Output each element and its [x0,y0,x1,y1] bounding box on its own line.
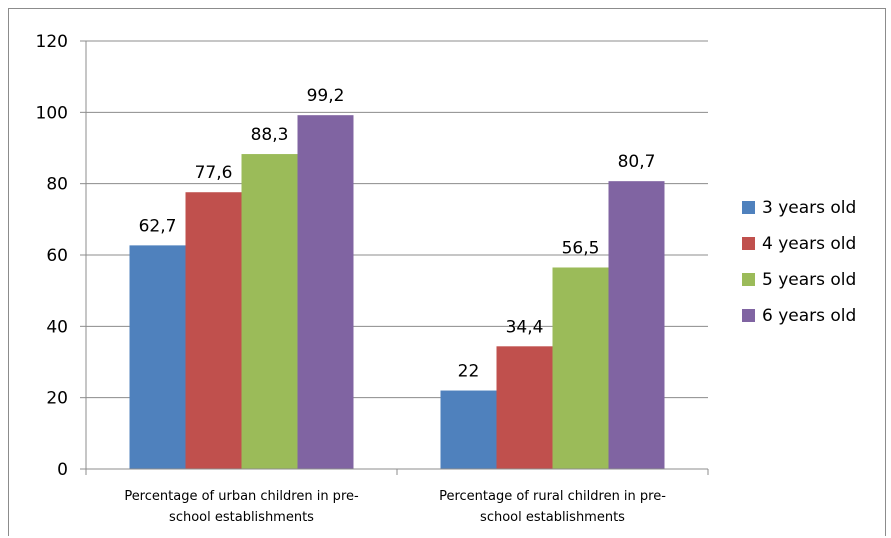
y-tick-label: 80 [46,175,68,195]
legend-label: 4 years old [762,234,856,254]
y-tick-label: 40 [46,317,68,337]
legend-label: 6 years old [762,306,856,326]
data-label: 62,7 [139,216,177,236]
legend-label: 5 years old [762,270,856,290]
legend: 3 years old 4 years old 5 years old 6 years… [742,198,856,326]
x-category-label: Percentage of urban children in pre- [124,489,359,504]
bar [496,346,553,469]
legend-swatch [742,273,755,286]
bar [185,192,242,469]
data-label: 34,4 [506,317,544,337]
bar [608,181,665,470]
x-category-label: school establishments [480,510,625,525]
y-tick-label: 60 [46,246,68,266]
legend-swatch [742,237,755,250]
data-label: 77,6 [195,163,233,183]
bar [129,245,186,469]
data-label: 99,2 [307,86,345,106]
legend-swatch [742,309,755,322]
data-label: 88,3 [251,125,289,145]
legend-swatch [742,201,755,214]
y-tick-label: 20 [46,389,68,409]
y-tick-label: 0 [57,460,68,480]
data-label: 56,5 [562,238,600,258]
bar [440,390,497,469]
x-category-label: Percentage of rural children in pre- [439,489,666,504]
data-labels: 62,7 77,6 88,3 99,2 22 34,4 56,5 80,7 [139,86,656,381]
bars [129,115,665,470]
x-axis: Percentage of urban children in pre-scho… [85,468,709,525]
data-label: 22 [458,362,480,382]
x-category-label: school establishments [169,510,314,525]
data-label: 80,7 [618,152,656,172]
y-tick-label: 100 [36,103,68,123]
bar [552,267,609,469]
legend-label: 3 years old [762,198,856,218]
y-axis: 0 20 40 60 80 100 120 [36,32,87,480]
chart-frame [8,8,886,536]
bar [241,154,298,469]
y-tick-label: 120 [36,32,68,52]
bar [297,115,354,469]
